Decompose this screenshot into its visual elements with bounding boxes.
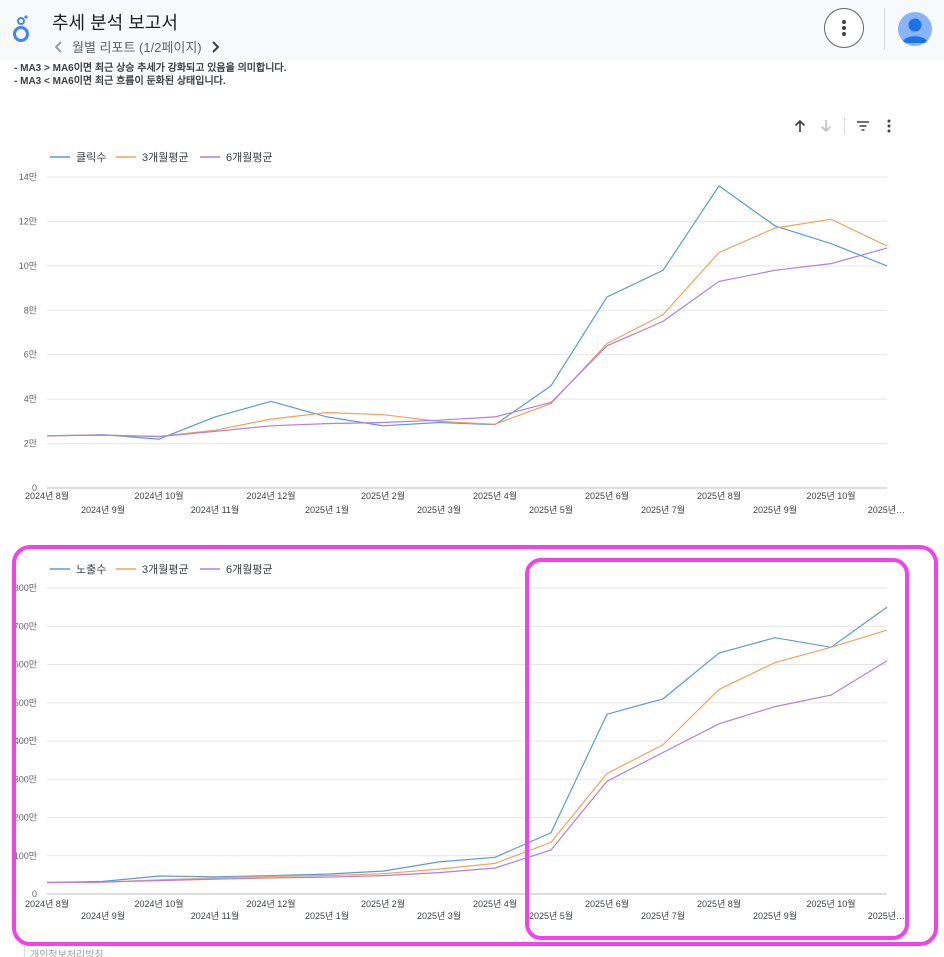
y-tick-label: 500만 bbox=[14, 698, 37, 708]
y-tick-label: 6만 bbox=[24, 350, 37, 360]
x-tick-label: 2024년 12월 bbox=[246, 490, 295, 501]
x-tick-label: 2025년 6월 bbox=[585, 490, 629, 501]
impressions-line-chart[interactable]: 0 100만 200만 300만 400만 500만 600만 700만 800만 2024년 8… bbox=[0, 555, 944, 925]
arrow-down-icon[interactable] bbox=[818, 118, 834, 134]
x-tick-label: 2025년 9월 bbox=[753, 504, 797, 515]
x-tick-label: 2025년 7월 bbox=[641, 910, 685, 921]
note-line: - MA3 > MA6이면 최근 상승 추세가 강화되고 있음을 의미합니다. bbox=[14, 63, 287, 74]
report-title: 추세 분석 보고서 bbox=[52, 13, 178, 33]
series-line-1[interactable] bbox=[46, 185, 888, 440]
x-tick-label: 2025년 8월 bbox=[697, 490, 741, 501]
x-tick-label: 2024년 11월 bbox=[191, 910, 239, 921]
x-tick-label: 2024년 11월 bbox=[191, 504, 239, 515]
clicks-chart: 0 2만 4만 6만 8만 10만 12만 14만 2024년 8월 2024년 9월 2024년 … bbox=[0, 140, 944, 520]
y-tick-label: 400만 bbox=[14, 736, 37, 746]
x-tick-label: 2024년 9월 bbox=[81, 910, 125, 921]
x-tick-label: 2025년 10월 bbox=[806, 490, 855, 501]
x-tick-label: 2025년 5월 bbox=[529, 910, 573, 921]
looker-studio-logo-icon[interactable] bbox=[12, 12, 34, 46]
top-bar: 추세 분석 보고서 월별 리포트 (1/2페이지) bbox=[0, 0, 944, 60]
more-vert-icon bbox=[842, 20, 846, 36]
y-tick-label: 200만 bbox=[14, 813, 37, 823]
legend-label[interactable]: 3개월평균 bbox=[142, 563, 189, 576]
chevron-right-icon[interactable] bbox=[208, 40, 222, 54]
series-line-3[interactable] bbox=[46, 660, 888, 884]
y-tick-label: 14만 bbox=[19, 172, 37, 182]
x-tick-label: 2024년 8월 bbox=[25, 490, 69, 501]
x-tick-label: 2024년 10월 bbox=[134, 898, 183, 909]
legend-label[interactable]: 노출수 bbox=[76, 563, 106, 576]
note-line: - MA3 < MA6이면 최근 흐름이 둔화된 상태입니다. bbox=[14, 76, 226, 87]
x-tick-label: 2024년 8월 bbox=[25, 898, 69, 909]
legend-label[interactable]: 클릭수 bbox=[76, 151, 106, 164]
x-tick-label: 2025년 2월 bbox=[361, 490, 405, 501]
x-tick-label: 2025년… bbox=[868, 505, 905, 515]
impressions-chart: 0 100만 200만 300만 400만 500만 600만 700만 800만 2024년 8… bbox=[0, 555, 944, 925]
legend-label[interactable]: 3개월평균 bbox=[142, 151, 189, 164]
x-tick-label: 2025년 2월 bbox=[361, 898, 405, 909]
highlight-box-inner bbox=[525, 558, 909, 940]
account-avatar-icon[interactable] bbox=[898, 12, 932, 46]
x-tick-label: 2024년 12월 bbox=[246, 898, 295, 909]
more-vert-icon[interactable] bbox=[881, 118, 897, 134]
y-tick-label: 12만 bbox=[19, 216, 37, 226]
legend-label[interactable]: 6개월평균 bbox=[226, 151, 273, 164]
y-tick-label: 0 bbox=[32, 483, 37, 493]
series-line-2[interactable] bbox=[46, 218, 888, 438]
y-tick-label: 0 bbox=[32, 889, 37, 899]
series-line-2[interactable] bbox=[46, 629, 888, 884]
y-tick-label: 700만 bbox=[14, 621, 37, 631]
y-tick-label: 2만 bbox=[24, 439, 37, 449]
x-tick-label: 2024년 9월 bbox=[81, 504, 125, 515]
series-line-1[interactable] bbox=[46, 606, 888, 884]
chevron-left-icon[interactable] bbox=[52, 40, 66, 54]
x-tick-label: 2025년 1월 bbox=[305, 910, 349, 921]
x-tick-label: 2025년 3월 bbox=[417, 910, 461, 921]
x-tick-label: 2025년 5월 bbox=[529, 504, 573, 515]
y-tick-label: 300만 bbox=[14, 774, 37, 784]
x-tick-label: 2024년 10월 bbox=[134, 490, 183, 501]
x-tick-label: 2025년 6월 bbox=[585, 898, 629, 909]
notes-text: - MA3 > MA6이면 최근 상승 추세가 강화되고 있음을 의미합니다. … bbox=[14, 62, 286, 88]
y-tick-label: 8만 bbox=[24, 305, 37, 315]
legend-label[interactable]: 6개월평균 bbox=[226, 563, 273, 576]
chart-toolbar bbox=[792, 118, 897, 134]
x-tick-label: 2025년 7월 bbox=[641, 504, 685, 515]
y-tick-label: 800만 bbox=[14, 583, 37, 593]
highlight-box-outer bbox=[12, 545, 938, 946]
x-tick-label: 2025년 3월 bbox=[417, 504, 461, 515]
header-divider bbox=[884, 8, 885, 50]
x-tick-label: 2025년 8월 bbox=[697, 898, 741, 909]
y-tick-label: 600만 bbox=[14, 660, 37, 670]
y-tick-label: 10만 bbox=[19, 261, 37, 271]
x-tick-label: 2025년 4월 bbox=[473, 490, 517, 501]
y-tick-label: 4만 bbox=[24, 394, 37, 404]
page-navigator: 월별 리포트 (1/2페이지) bbox=[52, 37, 222, 56]
x-tick-label: 2025년… bbox=[868, 911, 905, 921]
x-tick-label: 2025년 10월 bbox=[806, 898, 855, 909]
filter-icon[interactable] bbox=[855, 118, 871, 134]
arrow-up-icon[interactable] bbox=[792, 118, 808, 134]
toolbar-divider bbox=[844, 118, 845, 134]
page-label[interactable]: 월별 리포트 (1/2페이지) bbox=[72, 40, 202, 55]
y-tick-label: 100만 bbox=[14, 851, 37, 861]
clicks-line-chart[interactable]: 0 2만 4만 6만 8만 10만 12만 14만 2024년 8월 2024년 9월 2024년 … bbox=[0, 140, 944, 520]
more-options-button[interactable] bbox=[824, 8, 864, 48]
privacy-policy-link[interactable]: 개인정보처리방침 bbox=[24, 946, 104, 957]
x-tick-label: 2025년 1월 bbox=[305, 504, 349, 515]
x-tick-label: 2025년 4월 bbox=[473, 898, 517, 909]
x-tick-label: 2025년 9월 bbox=[753, 910, 797, 921]
series-line-3[interactable] bbox=[46, 247, 888, 438]
